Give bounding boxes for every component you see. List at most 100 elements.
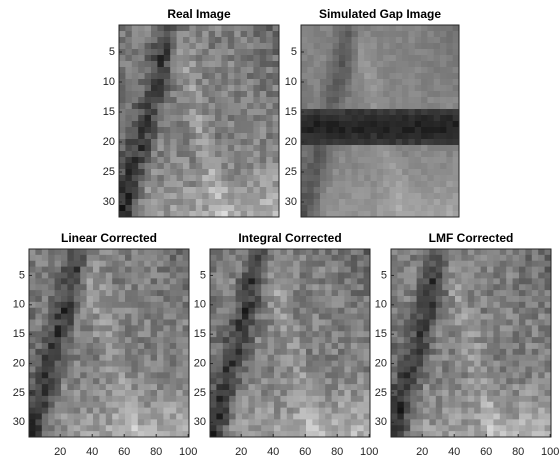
image-cell <box>449 273 456 279</box>
image-cell <box>338 361 345 367</box>
image-cell <box>247 175 254 181</box>
image-cell <box>429 431 436 437</box>
image-cell <box>131 325 138 331</box>
image-cell <box>468 325 475 331</box>
image-cell <box>228 127 235 133</box>
image-cell <box>442 255 449 261</box>
image-cell <box>453 133 460 139</box>
image-cell <box>339 133 346 139</box>
image-cell <box>93 261 100 267</box>
image-cell <box>151 408 158 414</box>
image-cell <box>474 308 481 314</box>
image-cell <box>87 249 94 255</box>
image-cell <box>67 314 74 320</box>
image-cell <box>410 408 417 414</box>
image-cell <box>67 396 74 402</box>
image-cell <box>383 73 390 79</box>
image-cell <box>125 343 132 349</box>
image-cell <box>389 115 396 121</box>
image-cell <box>236 267 243 273</box>
image-cell <box>306 255 313 261</box>
image-cell <box>300 261 307 267</box>
image-cell <box>506 425 513 431</box>
image-cell <box>319 320 326 326</box>
image-cell <box>351 331 358 337</box>
image-cell <box>266 43 273 49</box>
image-cell <box>326 163 333 169</box>
image-cell <box>293 390 300 396</box>
image-cell <box>67 419 74 425</box>
image-cell <box>307 25 314 31</box>
image-cell <box>525 314 532 320</box>
image-cell <box>255 425 262 431</box>
image-cell <box>351 402 358 408</box>
image-cell <box>440 85 447 91</box>
image-cell <box>293 284 300 290</box>
image-cell <box>177 25 184 31</box>
image-cell <box>389 31 396 37</box>
image-cell <box>410 390 417 396</box>
image-cell <box>266 55 273 61</box>
image-cell <box>538 296 545 302</box>
image-cell <box>177 145 184 151</box>
image-cell <box>519 296 526 302</box>
image-cell <box>545 343 552 349</box>
image-cell <box>421 163 428 169</box>
image-cell <box>427 205 434 211</box>
y-tick-label: 15 <box>375 328 387 340</box>
image-cell <box>312 273 319 279</box>
image-cell <box>389 163 396 169</box>
image-cell <box>344 290 351 296</box>
image-cell <box>446 79 453 85</box>
image-cell <box>391 325 398 331</box>
image-cell <box>268 296 275 302</box>
image-cell <box>351 261 358 267</box>
image-cell <box>453 55 460 61</box>
image-cell <box>417 425 424 431</box>
image-cell <box>358 163 365 169</box>
image-cell <box>196 121 203 127</box>
image-cell <box>371 49 378 55</box>
image-cell <box>280 308 287 314</box>
image-cell <box>449 378 456 384</box>
image-cell <box>525 320 532 326</box>
image-cell <box>144 372 151 378</box>
image-cell <box>125 431 132 437</box>
image-cell <box>228 109 235 115</box>
image-cell <box>93 267 100 273</box>
image-cell <box>210 284 217 290</box>
image-cell <box>396 37 403 43</box>
image-cell <box>449 419 456 425</box>
image-cell <box>210 431 217 437</box>
image-cell <box>525 431 532 437</box>
image-cell <box>209 67 216 73</box>
image-cell <box>228 25 235 31</box>
image-cell <box>453 121 460 127</box>
image-cell <box>55 308 62 314</box>
image-cell <box>532 249 539 255</box>
x-tick-label: 60 <box>480 446 492 458</box>
image-cell <box>493 419 500 425</box>
image-cell <box>389 193 396 199</box>
y-tick-label: 20 <box>194 357 206 369</box>
image-cell <box>500 284 507 290</box>
image-cell <box>312 367 319 373</box>
image-cell <box>144 249 151 255</box>
image-cell <box>415 163 422 169</box>
image-cell <box>429 408 436 414</box>
image-cell <box>119 273 126 279</box>
image-cell <box>287 308 294 314</box>
image-cell <box>402 193 409 199</box>
image-cell <box>408 181 415 187</box>
image-cell <box>163 314 170 320</box>
image-cell <box>99 249 106 255</box>
image-cell <box>389 85 396 91</box>
image-cell <box>255 320 262 326</box>
image-cell <box>55 355 62 361</box>
image-cell <box>468 308 475 314</box>
image-cell <box>351 278 358 284</box>
image-cell <box>383 97 390 103</box>
image-cell <box>301 103 308 109</box>
image-cell <box>314 85 321 91</box>
image-cell <box>125 91 132 97</box>
